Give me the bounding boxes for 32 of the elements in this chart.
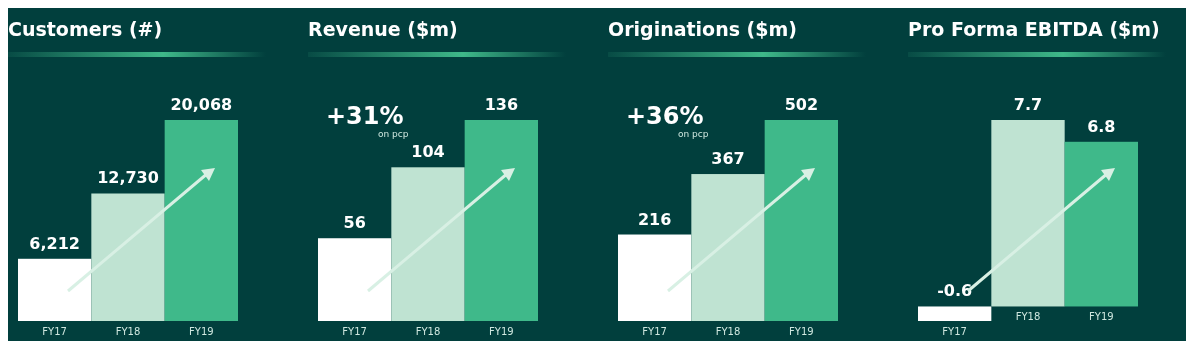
x-tick-label: FY19 (189, 326, 214, 337)
x-tick-label: FY19 (789, 326, 814, 337)
annotation: +36% (626, 102, 704, 130)
data-label: -0.6 (937, 281, 973, 301)
data-label: 136 (484, 95, 519, 114)
chart-title: Revenue ($m) (308, 18, 458, 40)
x-tick-label: FY19 (1089, 311, 1114, 323)
data-label: 20,068 (170, 95, 233, 114)
x-tick-label: FY19 (489, 326, 514, 337)
x-tick-label: FY18 (115, 326, 141, 337)
annotation: on pcp (378, 129, 409, 139)
x-tick-label: FY17 (342, 326, 367, 337)
x-tick-label: FY17 (942, 326, 967, 337)
data-label: 104 (411, 142, 445, 162)
x-tick-label: FY17 (42, 326, 67, 337)
x-tick-label: FY18 (415, 326, 441, 337)
chart-title: Originations ($m) (608, 18, 797, 40)
data-label: 216 (637, 209, 672, 229)
data-label: 6.8 (1087, 116, 1116, 136)
annotation: +31% (326, 102, 404, 130)
data-label: 56 (343, 213, 366, 233)
data-label: 502 (784, 95, 819, 114)
chart-title: Pro Forma EBITDA ($m) (908, 18, 1160, 40)
x-tick-label: FY18 (715, 326, 741, 337)
x-tick-label: FY18 (1015, 311, 1041, 323)
annotation: on pcp (678, 129, 709, 139)
data-label: 12,730 (97, 168, 159, 188)
chart-title: Customers (#) (8, 18, 163, 40)
data-label: 7.7 (1013, 95, 1043, 114)
data-label: 6,212 (29, 233, 80, 253)
data-label: 367 (711, 149, 745, 169)
x-tick-label: FY17 (642, 326, 667, 337)
